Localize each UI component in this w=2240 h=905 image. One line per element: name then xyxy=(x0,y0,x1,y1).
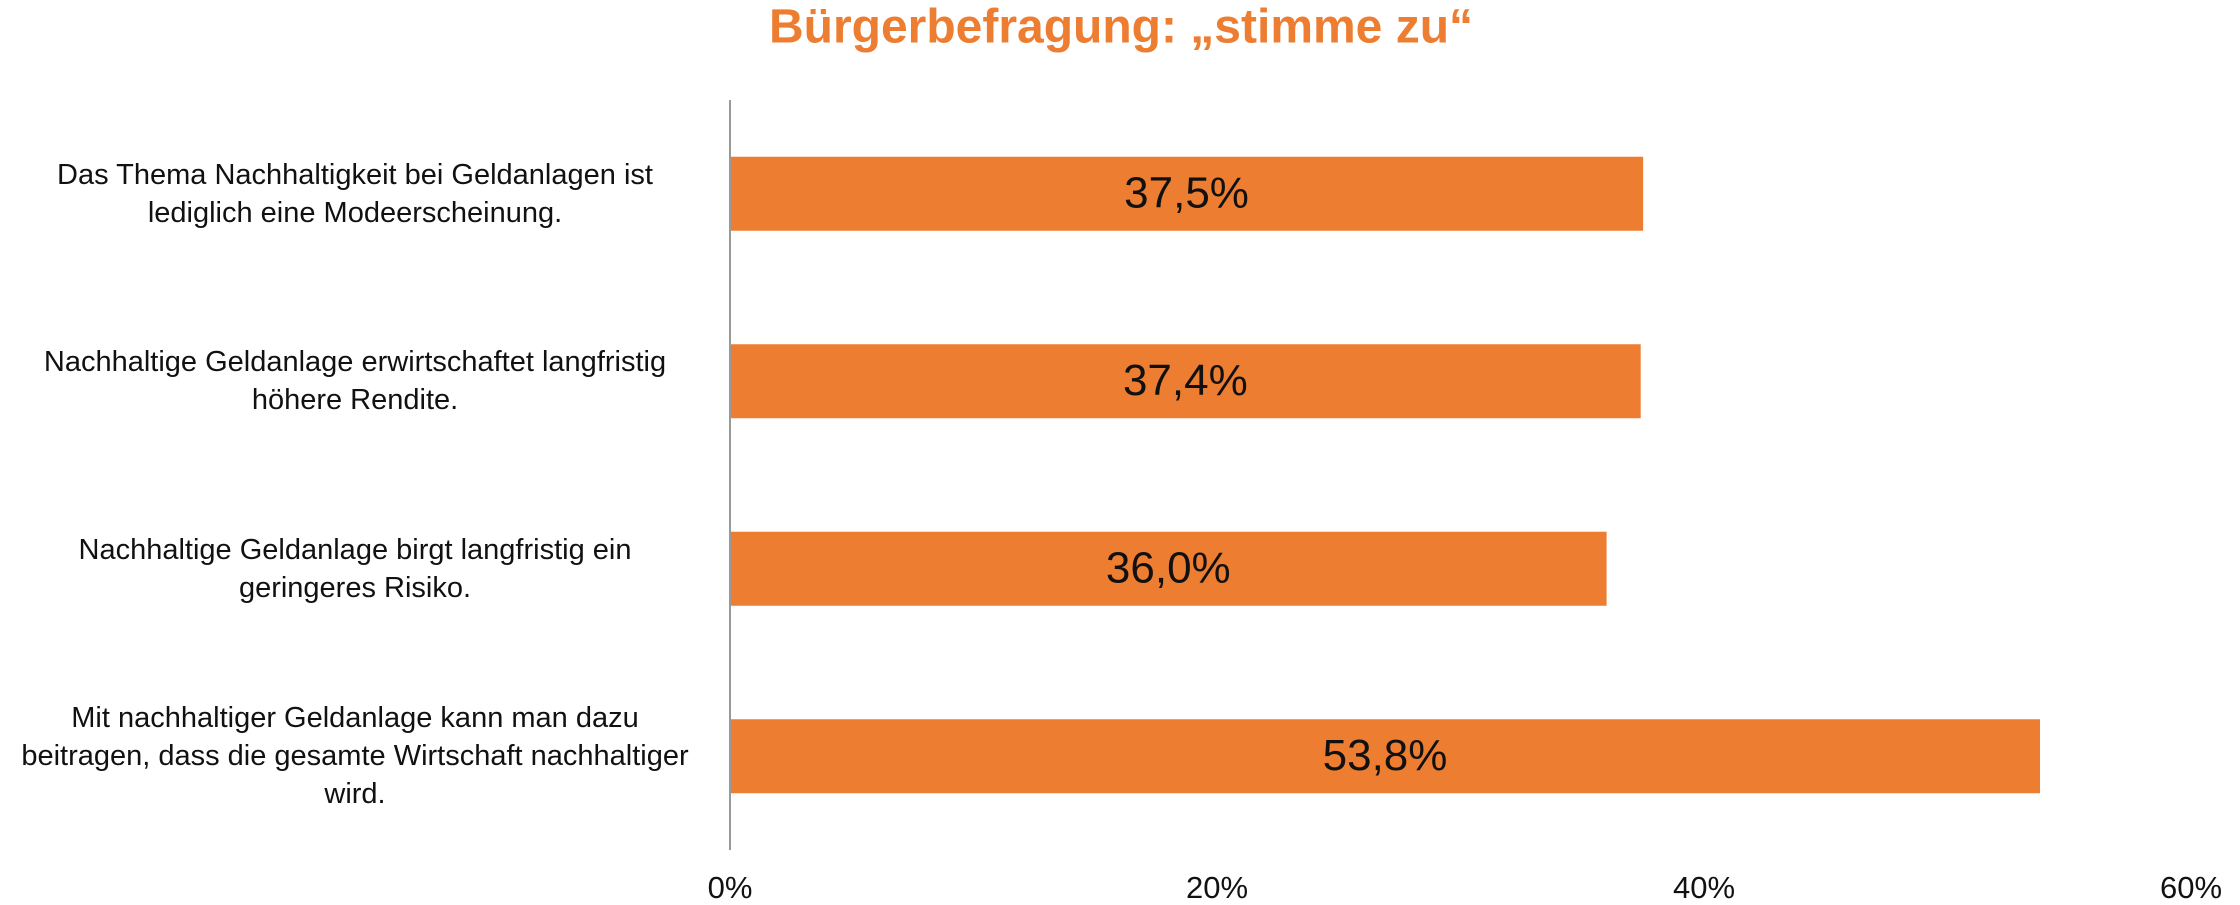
value-label: 37,5% xyxy=(1124,168,1249,217)
x-tick-label: 60% xyxy=(2160,870,2222,905)
value-label: 36,0% xyxy=(1106,543,1231,592)
bar xyxy=(730,344,1641,419)
bar xyxy=(730,156,1644,231)
value-label: 37,4% xyxy=(1123,356,1248,405)
category-label: Nachhaltige Geldanlage erwirtschaftet la… xyxy=(43,346,667,417)
chart-title: Bürgerbefragung: „stimme zu“ xyxy=(769,1,1473,54)
bar xyxy=(730,531,1607,606)
category-label: Mit nachhaltiger Geldanlage kann man daz… xyxy=(21,702,689,811)
category-label: Nachhaltige Geldanlage birgt langfristig… xyxy=(78,533,632,604)
value-label: 53,8% xyxy=(1323,731,1448,780)
x-tick-label: 20% xyxy=(1186,870,1248,905)
bar xyxy=(730,719,2041,794)
x-tick-label: 0% xyxy=(708,870,753,905)
x-tick-label: 40% xyxy=(1673,870,1735,905)
category-label: Das Thema Nachhaltigkeit bei Geldanlagen… xyxy=(57,158,653,229)
